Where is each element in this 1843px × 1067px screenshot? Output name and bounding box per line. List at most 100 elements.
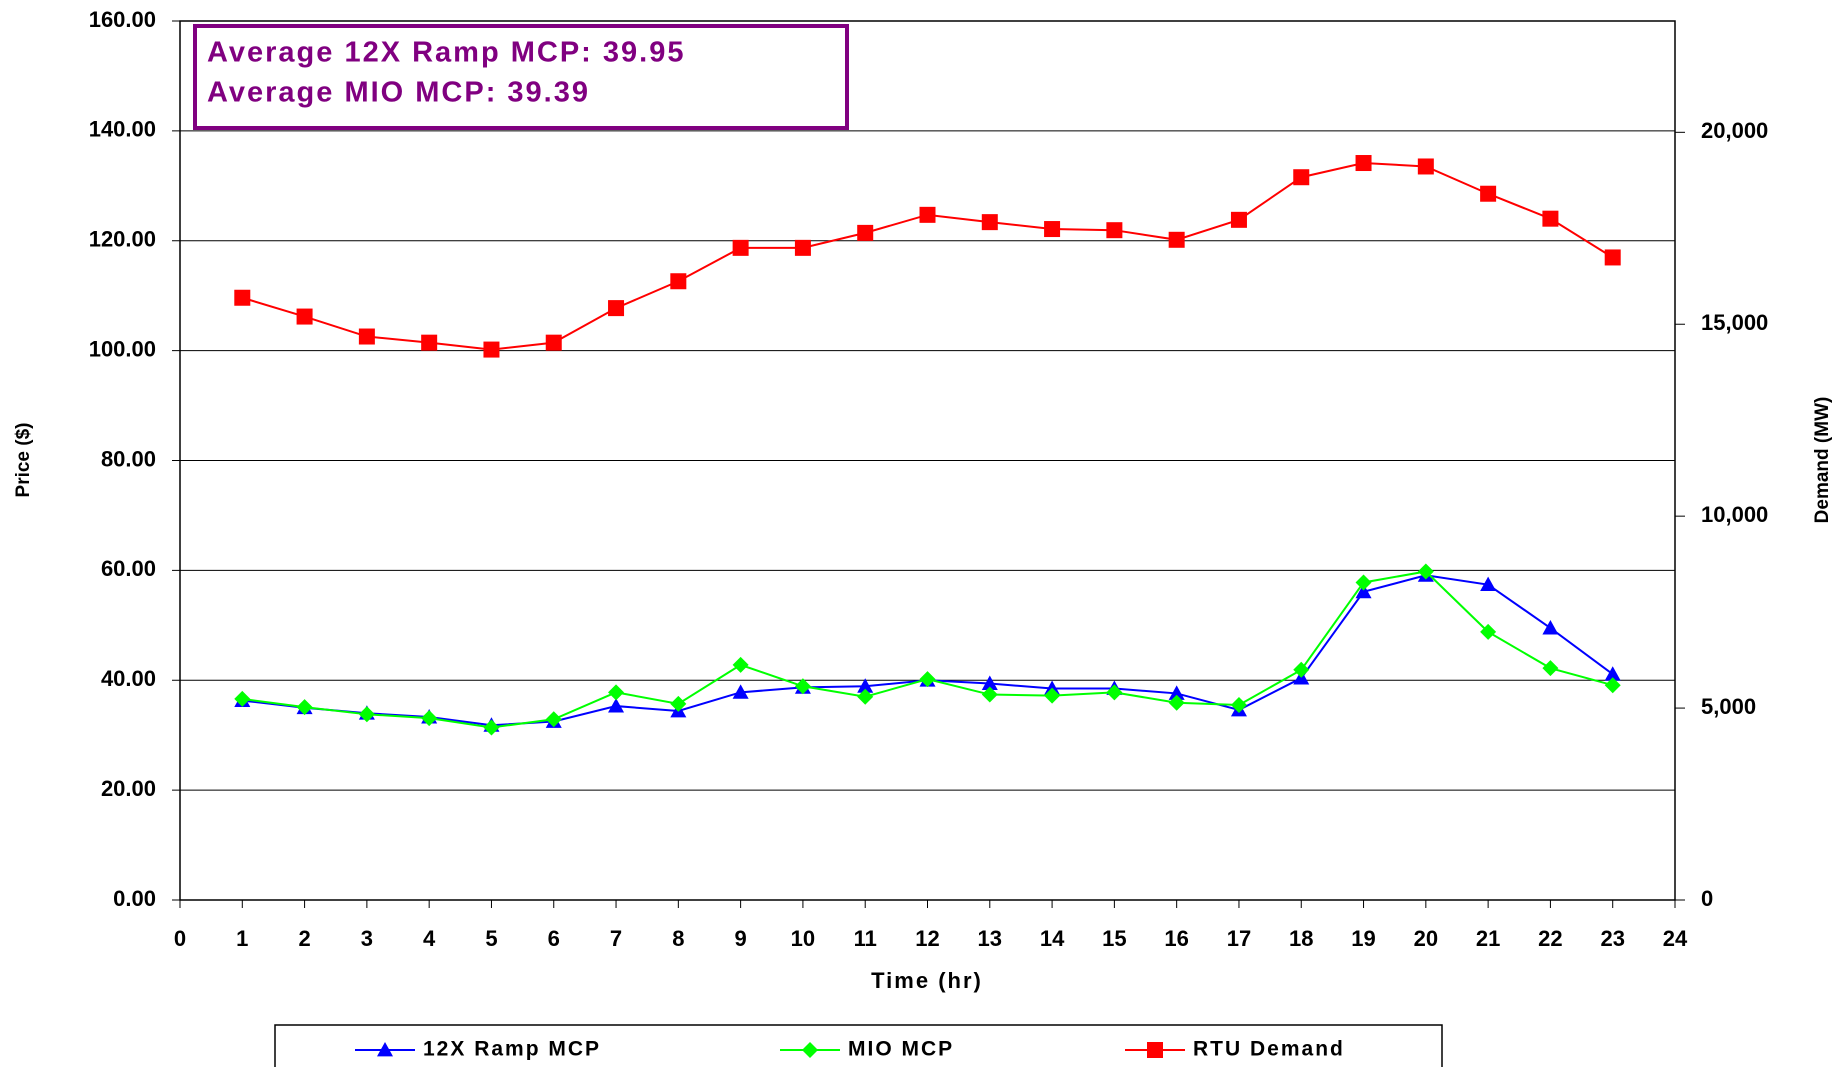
marker: [981, 214, 998, 231]
x-tick-label: 22: [1538, 926, 1562, 951]
legend-label: MIO MCP: [848, 1038, 954, 1061]
x-tick-label: 18: [1289, 926, 1313, 951]
x-tick-label: 9: [735, 926, 747, 951]
marker: [857, 224, 874, 241]
y2-tick-label: 20,000: [1701, 118, 1768, 143]
marker: [794, 678, 811, 695]
marker: [1542, 660, 1559, 677]
marker: [421, 710, 438, 727]
y-tick-label: 160.00: [89, 7, 156, 32]
legend-marker: [1147, 1042, 1163, 1058]
x-tick-label: 4: [423, 926, 436, 951]
marker: [1168, 685, 1185, 700]
x-tick-label: 2: [298, 926, 310, 951]
x-tick-label: 21: [1476, 926, 1500, 951]
marker: [732, 239, 749, 256]
y-tick-label: 60.00: [101, 556, 156, 581]
marker: [421, 334, 438, 351]
marker: [1355, 155, 1372, 172]
x-tick-label: 1: [236, 926, 248, 951]
legend-marker: [377, 1042, 393, 1057]
marker: [1106, 684, 1123, 701]
marker: [981, 686, 998, 703]
marker: [1480, 185, 1497, 202]
y-tick-label: 120.00: [89, 227, 156, 252]
marker: [670, 273, 687, 290]
x-tick-label: 20: [1414, 926, 1438, 951]
x-tick-label: 11: [854, 926, 877, 951]
marker: [1293, 661, 1310, 678]
legend-marker: [802, 1042, 818, 1058]
marker: [857, 688, 874, 705]
marker: [1230, 696, 1247, 713]
marker: [1542, 620, 1559, 635]
x-tick-label: 5: [485, 926, 497, 951]
x-tick-label: 12: [915, 926, 939, 951]
annotation: Average MIO MCP: 39.39: [207, 77, 590, 109]
marker: [981, 675, 998, 690]
y2-tick-label: 15,000: [1701, 310, 1768, 335]
y-axis-title: Price ($): [13, 423, 34, 498]
legend-label: 12X Ramp MCP: [423, 1038, 601, 1061]
annotation-box: [193, 24, 849, 130]
marker: [1355, 583, 1372, 599]
marker: [1355, 574, 1372, 591]
marker: [732, 684, 749, 699]
marker: [1542, 210, 1559, 227]
y2-tick-label: 10,000: [1701, 502, 1768, 527]
marker: [1417, 158, 1434, 175]
marker: [1604, 666, 1621, 681]
marker: [608, 684, 625, 701]
x-tick-label: 10: [791, 926, 815, 951]
marker: [358, 328, 375, 345]
annotation: Average 12X Ramp MCP: 39.95: [207, 37, 685, 69]
x-axis-title: Time (hr): [871, 968, 983, 993]
marker: [1604, 249, 1621, 266]
y-tick-label: 0.00: [113, 886, 156, 911]
marker: [670, 695, 687, 712]
marker: [1417, 563, 1434, 580]
x-tick-label: 19: [1351, 926, 1375, 951]
marker: [296, 699, 313, 716]
marker: [1044, 221, 1061, 238]
marker: [1293, 169, 1310, 186]
marker: [1168, 231, 1185, 248]
marker: [1230, 211, 1247, 228]
marker: [296, 308, 313, 325]
marker: [1480, 576, 1497, 592]
marker: [234, 690, 251, 707]
marker: [483, 341, 500, 358]
marker: [545, 334, 562, 351]
marker: [919, 206, 936, 223]
x-tick-label: 23: [1600, 926, 1624, 951]
marker: [608, 300, 625, 317]
marker: [483, 719, 500, 736]
marker: [857, 678, 874, 693]
marker: [919, 671, 936, 688]
marker: [1480, 623, 1497, 640]
marker: [1106, 222, 1123, 239]
x-tick-label: 14: [1040, 926, 1065, 951]
y-tick-label: 140.00: [89, 117, 156, 142]
marker: [1044, 687, 1061, 704]
series-line: [242, 574, 1614, 727]
marker: [1604, 677, 1621, 694]
y2-axis-title: Demand (MW): [1812, 397, 1833, 524]
marker: [794, 239, 811, 256]
legend-label: RTU Demand: [1193, 1038, 1345, 1061]
series-line: [242, 162, 1614, 351]
marker: [1168, 694, 1185, 711]
marker: [732, 656, 749, 673]
x-tick-label: 16: [1164, 926, 1188, 951]
y-tick-label: 40.00: [101, 666, 156, 691]
y2-tick-label: 0: [1701, 886, 1713, 911]
marker: [608, 698, 625, 713]
x-tick-label: 6: [548, 926, 560, 951]
x-tick-label: 0: [174, 926, 186, 951]
marker: [358, 706, 375, 723]
y-tick-label: 20.00: [101, 776, 156, 801]
x-tick-label: 17: [1227, 926, 1251, 951]
x-tick-label: 24: [1663, 926, 1688, 951]
marker: [545, 711, 562, 728]
